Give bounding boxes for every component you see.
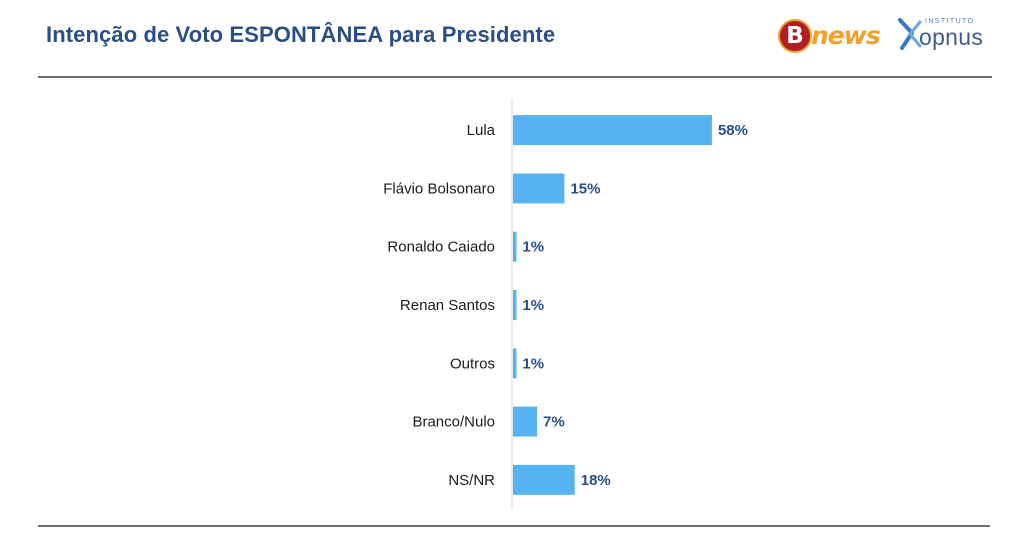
category-label: Lula [467,122,496,139]
opnus-logo-icon [898,18,922,50]
data-label: 18% [581,472,611,489]
category-label: Ronaldo Caiado [387,239,495,256]
bnews-logo-mark: B [778,19,812,53]
opnus-logo-word: opnus [919,24,984,50]
data-label: 15% [570,180,600,197]
category-label: NS/NR [448,472,495,489]
footer-divider [38,525,990,527]
bar [513,231,517,262]
data-label: 7% [543,414,565,431]
category-label: Outros [450,355,495,372]
bar [513,464,575,495]
data-label: 1% [522,239,544,256]
bar [513,406,538,437]
data-label: 1% [522,355,544,372]
bar [513,290,517,320]
opnus-logo-caption: INSTITUTO [925,18,975,25]
header-divider [38,76,992,78]
chart-title: Intenção de Voto ESPONTÂNEA para Preside… [46,22,556,47]
bnews-logo-word: news [811,21,881,50]
data-label: 58% [718,122,748,139]
category-label: Renan Santos [400,297,495,314]
bnews-logo: B news [778,19,888,57]
opnus-logo: INSTITUTO opnus [898,16,998,56]
bar [513,173,565,204]
category-label: Branco/Nulo [412,414,495,431]
data-label: 1% [522,297,544,314]
bar [513,115,712,146]
bar [513,348,517,379]
category-label: Flávio Bolsonaro [383,180,495,197]
